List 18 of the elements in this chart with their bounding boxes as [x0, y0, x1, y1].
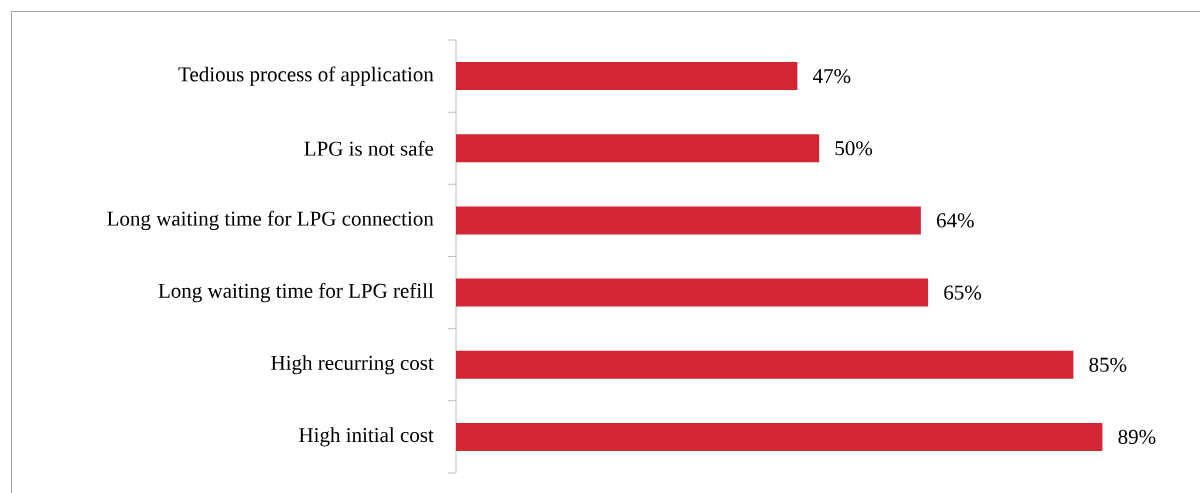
y-tick-label: High initial cost — [299, 427, 434, 447]
data-label: 89% — [1118, 429, 1156, 445]
data-label: 85% — [1089, 357, 1127, 372]
bar — [456, 278, 929, 307]
bar — [456, 350, 1074, 379]
data-label: 47% — [812, 68, 851, 84]
y-tick-label: Long waiting time for LPG refill — [158, 282, 434, 303]
bar — [456, 422, 1103, 451]
data-label: 50% — [835, 141, 873, 156]
y-tick-label: LPG is not safe — [304, 140, 434, 156]
bar — [456, 62, 798, 91]
data-label: 65% — [944, 285, 982, 300]
bar — [456, 134, 820, 163]
y-tick-label: Long waiting time for LPG connection — [107, 210, 434, 231]
y-tick-label: Tedious process of application — [178, 66, 434, 86]
y-tick-label: High recurring cost — [271, 355, 434, 375]
data-label: 64% — [936, 213, 974, 228]
bar — [456, 206, 921, 235]
